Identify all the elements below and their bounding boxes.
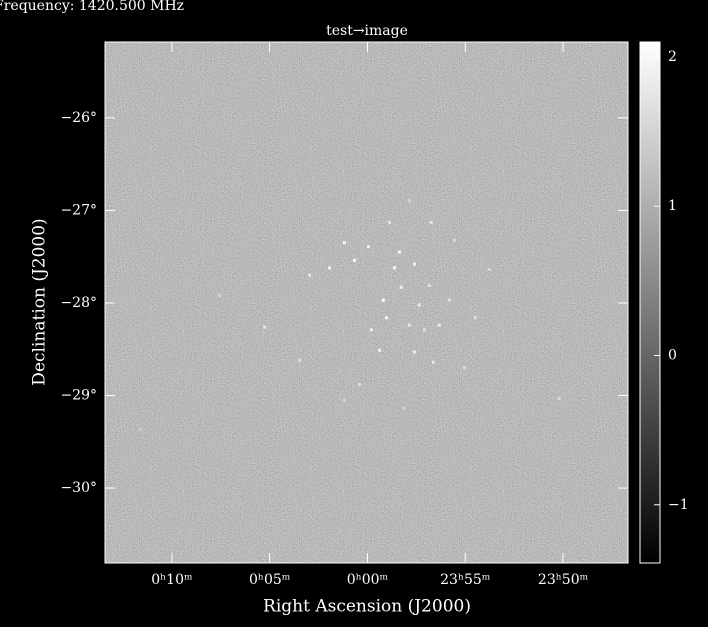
x-axis-label: Right Ascension (J2000): [263, 597, 471, 617]
source: [392, 266, 396, 270]
source: [308, 273, 312, 277]
chart-title: test→image: [326, 23, 408, 39]
source: [417, 303, 421, 307]
source: [407, 198, 411, 202]
source: [447, 298, 451, 302]
x-tick-label: 23ʰ55ᵐ: [440, 572, 491, 588]
source: [298, 358, 302, 362]
source: [401, 406, 405, 410]
source: [353, 258, 357, 262]
colorbar-tick-label: 1: [668, 198, 677, 214]
source: [342, 398, 346, 402]
x-tick-label: 0ʰ05ᵐ: [249, 572, 291, 588]
source: [366, 245, 370, 249]
source: [384, 316, 388, 320]
colorbar-tick-label: 0: [668, 347, 677, 363]
source: [357, 382, 361, 386]
x-tick-label: 0ʰ10ᵐ: [151, 572, 193, 588]
frequency-label: Frequency: 1420.500 MHz: [0, 0, 184, 14]
colorbar-tick-label: 2: [668, 49, 677, 65]
image-noise: [105, 42, 628, 563]
source: [387, 220, 391, 224]
source: [218, 294, 222, 298]
source: [407, 323, 411, 327]
source: [427, 283, 431, 287]
source: [138, 428, 142, 432]
y-tick-label: −28°: [60, 295, 97, 311]
source: [377, 348, 381, 352]
colorbar-tick-label: −1: [668, 497, 689, 513]
y-tick-label: −26°: [60, 110, 97, 126]
source: [487, 268, 491, 272]
source: [399, 285, 403, 289]
source: [342, 241, 346, 245]
source: [473, 316, 477, 320]
source: [263, 325, 267, 329]
y-tick-label: −30°: [60, 480, 97, 496]
source: [431, 360, 435, 364]
source: [462, 366, 466, 370]
source: [429, 220, 433, 224]
colorbar: [639, 41, 661, 564]
y-axis-label: Declination (J2000): [30, 218, 50, 385]
source: [381, 298, 385, 302]
x-tick-label: 0ʰ00ᵐ: [347, 572, 389, 588]
source: [437, 323, 441, 327]
source: [452, 238, 456, 242]
source: [412, 350, 416, 354]
source: [369, 328, 373, 332]
source: [412, 262, 416, 266]
source: [557, 396, 561, 400]
x-tick-label: 23ʰ50ᵐ: [538, 572, 589, 588]
source: [422, 328, 426, 332]
source: [397, 250, 401, 254]
y-tick-label: −27°: [60, 202, 97, 218]
y-tick-label: −29°: [60, 388, 97, 404]
source: [328, 266, 332, 270]
